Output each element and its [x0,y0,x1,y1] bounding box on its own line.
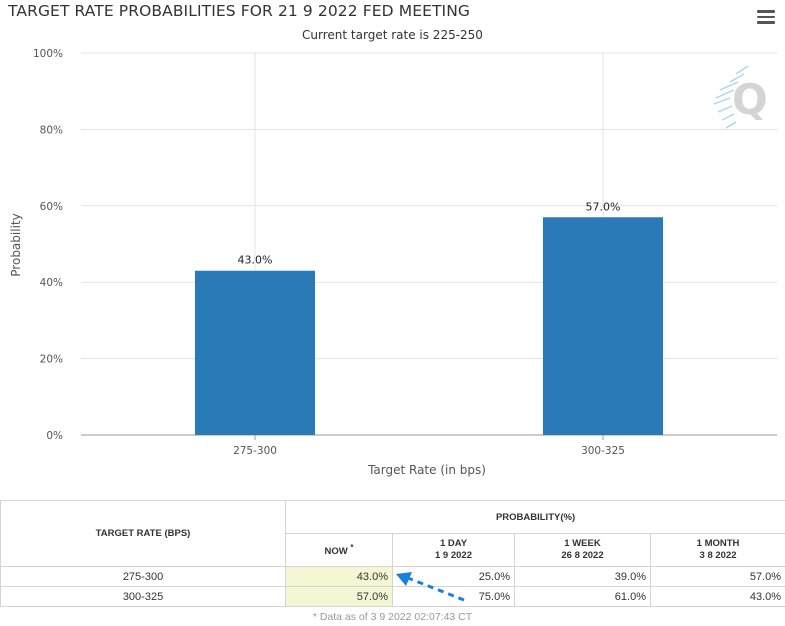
bar-300-325[interactable] [542,217,664,435]
hamburger-menu-icon[interactable] [757,10,775,24]
row-month: 57.0% [649,566,785,587]
row-month: 43.0% [649,586,785,607]
q-logo-icon: Q [714,65,766,129]
y-axis-title: Probability [9,213,23,276]
bar-data-label: 57.0% [586,200,621,213]
y-tick-label: 80% [40,124,63,136]
bar-275-300[interactable] [194,270,316,435]
y-tick-label: 60% [40,201,63,213]
one-day-date: 1 9 2022 [435,550,472,561]
target-rate-header: TARGET RATE (BPS) [0,500,286,567]
one-day-header: 1 DAY 1 9 2022 [392,533,515,567]
data-timestamp-note: * Data as of 3 9 2022 02:07:43 CT [312,611,473,623]
table-row: 300-325 57.0% 75.0% 61.0% 43.0% [0,586,785,607]
x-tick-label: 300-325 [581,445,625,457]
now-header: NOW * [285,533,393,567]
row-week: 61.0% [514,586,651,607]
one-month-header: 1 MONTH 3 8 2022 [649,533,785,567]
chart-container: TARGET RATE PROBABILITIES FOR 21 9 2022 … [8,2,777,477]
one-day-label: 1 DAY [439,538,468,549]
chart-subtitle: Current target rate is 225-250 [302,28,483,42]
y-tick-label: 0% [46,430,63,442]
bar-chart: 0% 20% 40% 60% 80% 100% 43.0% 57.0% 275-300 300… [9,48,777,477]
one-week-label: 1 WEEK [564,538,601,549]
one-week-header: 1 WEEK 26 8 2022 [514,533,651,567]
y-tick-label: 20% [40,354,63,366]
row-now: 43.0% [285,566,393,587]
x-axis-title: Target Rate (in bps) [367,463,486,477]
probability-header: PROBABILITY(%) [284,500,785,534]
bar-data-label: 43.0% [238,254,273,267]
row-rate: 300-325 [0,586,286,607]
one-month-date: 3 8 2022 [699,550,737,561]
one-month-label: 1 MONTH [696,538,740,549]
now-asterisk: * [350,542,354,552]
one-week-date: 26 8 2022 [561,550,604,561]
row-week: 39.0% [514,566,651,587]
logo-letter: Q [732,75,766,124]
dashed-arrow-icon [396,572,465,602]
now-label: NOW [324,546,348,558]
probability-table: TARGET RATE (BPS) PROBABILITY(%) NOW * 1… [0,500,785,607]
row-rate: 275-300 [0,566,286,587]
y-tick-label: 40% [40,277,63,289]
row-now: 57.0% [285,586,393,607]
x-tick-label: 275-300 [233,445,277,457]
chart-title: TARGET RATE PROBABILITIES FOR 21 9 2022 … [8,2,471,20]
y-tick-label: 100% [33,48,63,60]
